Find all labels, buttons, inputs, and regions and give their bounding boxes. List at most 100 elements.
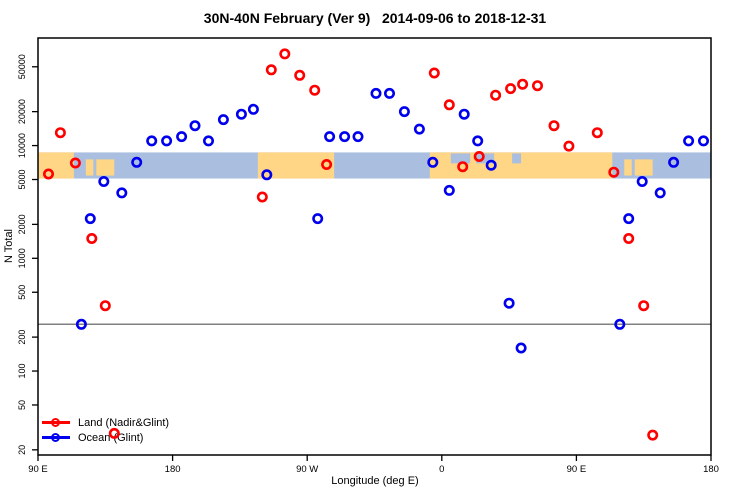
data-point bbox=[294, 69, 306, 81]
y-tick-label: 20 bbox=[17, 445, 27, 455]
data-point bbox=[98, 176, 110, 188]
data-point bbox=[352, 131, 364, 143]
data-point bbox=[383, 87, 395, 99]
data-point bbox=[473, 151, 485, 163]
data-point bbox=[668, 156, 680, 168]
data-point bbox=[256, 191, 268, 203]
map-band-sea-patch bbox=[476, 153, 495, 164]
plot-border bbox=[37, 37, 712, 456]
data-point bbox=[591, 127, 603, 139]
data-point bbox=[265, 64, 277, 76]
data-point bbox=[108, 427, 120, 439]
y-tick-label: 500 bbox=[17, 285, 27, 300]
data-point bbox=[312, 213, 324, 225]
data-point bbox=[531, 80, 543, 92]
data-point bbox=[654, 187, 666, 199]
data-point bbox=[505, 83, 517, 95]
data-point bbox=[84, 213, 96, 225]
data-point bbox=[309, 84, 321, 96]
data-point bbox=[203, 135, 215, 147]
data-point bbox=[176, 131, 188, 143]
data-point bbox=[638, 300, 650, 312]
data-point bbox=[515, 342, 527, 354]
land-series-marker-icon bbox=[42, 418, 70, 427]
data-point bbox=[697, 135, 709, 147]
data-point bbox=[427, 156, 439, 168]
data-point bbox=[623, 213, 635, 225]
x-tick-label: 180 bbox=[165, 464, 181, 475]
x-axis-label: Longitude (deg E) bbox=[331, 475, 419, 487]
data-point bbox=[398, 106, 410, 118]
data-point bbox=[458, 108, 470, 120]
data-point bbox=[116, 187, 128, 199]
x-tick-label: 90 W bbox=[296, 464, 318, 475]
y-tick-label: 20000 bbox=[17, 99, 27, 124]
data-point bbox=[279, 48, 291, 60]
legend-label-land: Land (Nadir&Glint) bbox=[78, 416, 170, 429]
data-point bbox=[457, 161, 469, 173]
y-tick-label: 1000 bbox=[17, 248, 27, 268]
data-point bbox=[321, 159, 333, 171]
map-band-island-segment bbox=[85, 159, 94, 176]
data-point bbox=[189, 120, 201, 132]
data-point bbox=[623, 233, 635, 245]
data-point bbox=[647, 429, 659, 441]
data-point bbox=[131, 156, 143, 168]
data-point bbox=[370, 87, 382, 99]
y-axis-label: N Total bbox=[3, 228, 15, 264]
map-band-island-segment bbox=[96, 159, 115, 176]
data-point bbox=[217, 114, 229, 126]
map-band-island-segment bbox=[624, 159, 632, 176]
legend-item-ocean: Ocean (Glint) bbox=[42, 430, 169, 445]
data-point bbox=[161, 135, 173, 147]
y-tick-label: 200 bbox=[17, 330, 27, 345]
data-point bbox=[636, 176, 648, 188]
data-point bbox=[261, 169, 273, 181]
legend-label-ocean: Ocean (Glint) bbox=[78, 431, 144, 444]
data-point bbox=[69, 157, 81, 169]
legend: Land (Nadir&Glint) Ocean (Glint) bbox=[42, 415, 169, 445]
y-tick-label: 100 bbox=[17, 364, 27, 379]
data-point bbox=[490, 89, 502, 101]
data-point bbox=[548, 120, 560, 132]
data-point bbox=[54, 127, 66, 139]
data-point bbox=[683, 135, 695, 147]
data-point bbox=[413, 123, 425, 135]
data-point bbox=[247, 103, 259, 115]
data-point bbox=[235, 108, 247, 120]
data-point bbox=[99, 300, 111, 312]
y-tick-label: 10000 bbox=[17, 133, 27, 158]
data-point bbox=[472, 135, 484, 147]
data-point bbox=[563, 140, 575, 152]
data-point bbox=[517, 78, 529, 90]
y-tick-label: 2000 bbox=[17, 214, 27, 234]
data-point bbox=[75, 318, 87, 330]
y-tick-label: 50 bbox=[17, 400, 27, 410]
data-point bbox=[485, 159, 497, 171]
map-band-sea-patch bbox=[512, 153, 522, 164]
legend-item-land: Land (Nadir&Glint) bbox=[42, 415, 169, 430]
data-point bbox=[614, 318, 626, 330]
data-point bbox=[428, 67, 440, 79]
map-band-island-segment bbox=[634, 159, 653, 176]
data-point bbox=[146, 135, 158, 147]
data-point bbox=[42, 168, 54, 180]
x-tick-label: 0 bbox=[439, 464, 444, 475]
chart-title: 30N-40N February (Ver 9) 2014-09-06 to 2… bbox=[203, 10, 547, 26]
x-tick-label: 180 bbox=[703, 464, 719, 475]
data-point bbox=[86, 233, 98, 245]
data-point bbox=[324, 131, 336, 143]
data-point bbox=[503, 297, 515, 309]
map-band-sea-patch bbox=[450, 153, 471, 164]
x-tick-label: 90 E bbox=[28, 464, 48, 475]
data-point bbox=[608, 166, 620, 178]
y-tick-label: 5000 bbox=[17, 169, 27, 189]
x-tick-label: 90 E bbox=[567, 464, 587, 475]
data-point bbox=[443, 184, 455, 196]
ocean-series-marker-icon bbox=[42, 433, 70, 442]
data-point bbox=[443, 99, 455, 111]
y-tick-label: 50000 bbox=[17, 54, 27, 79]
data-point bbox=[339, 131, 351, 143]
